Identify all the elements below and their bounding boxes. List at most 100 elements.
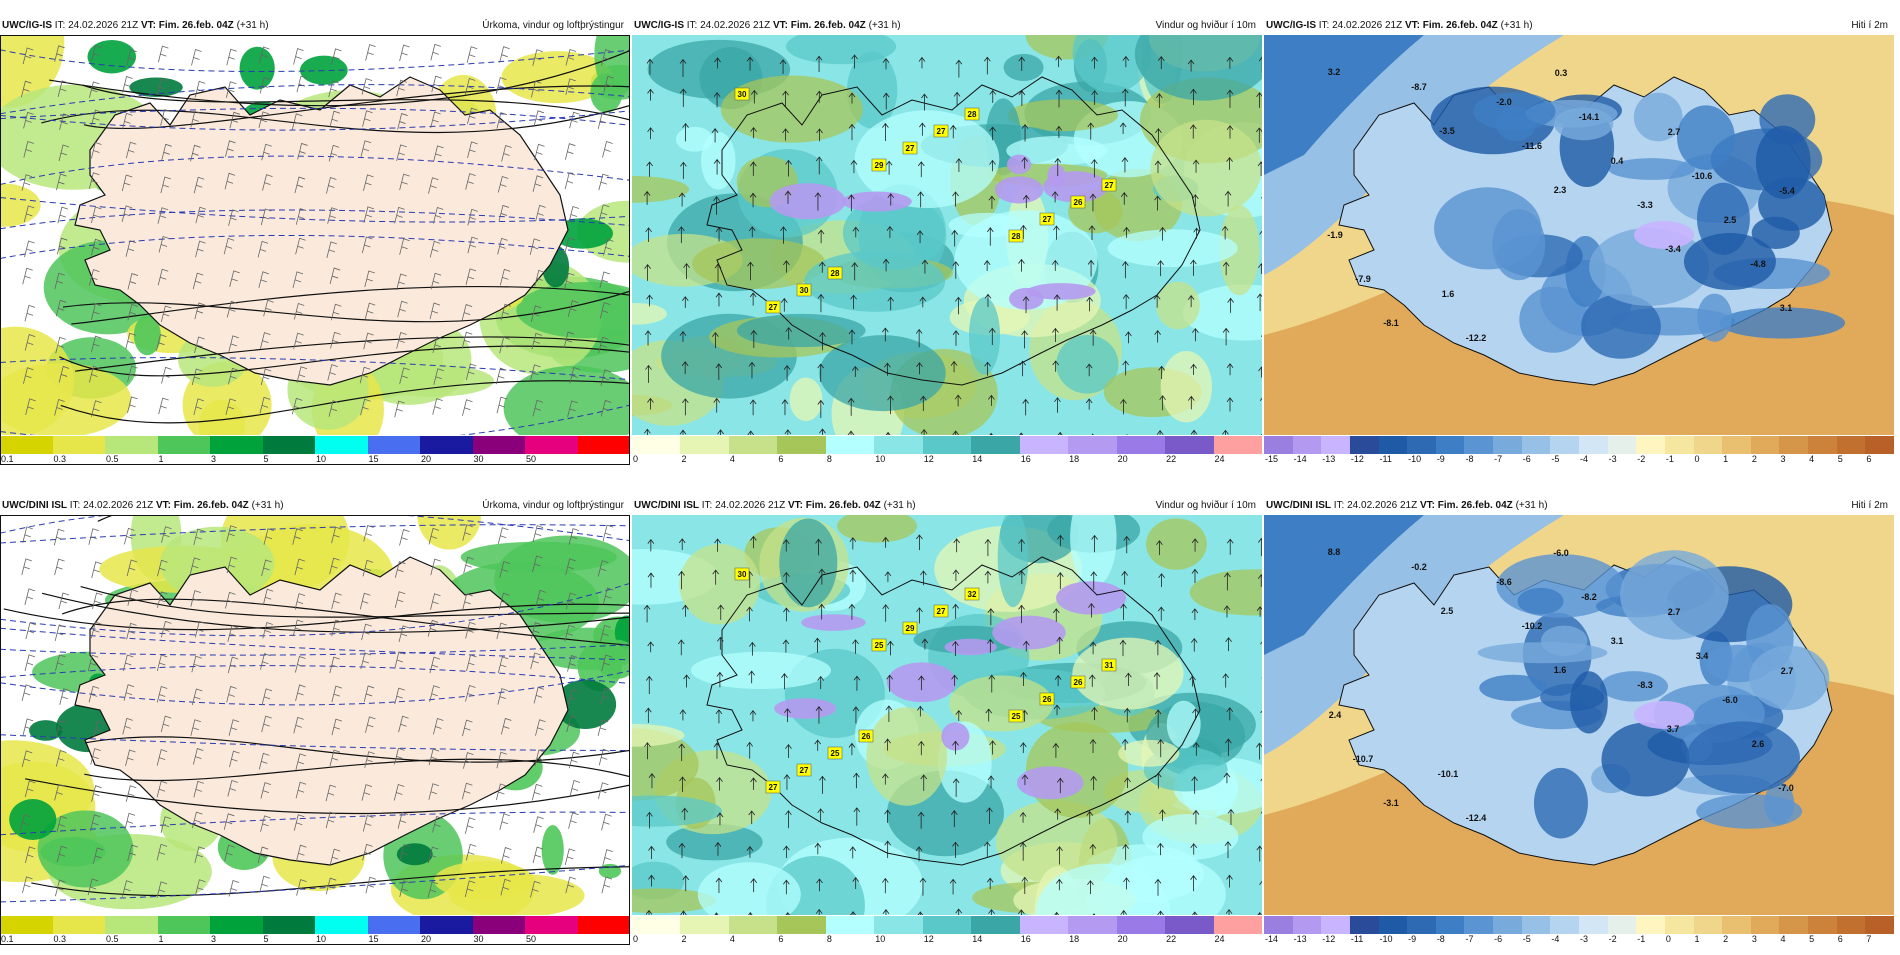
colorbar-swatch (1722, 436, 1751, 454)
wind-speed-area (676, 127, 713, 152)
wind-speed-area (969, 297, 1000, 374)
colorbar-tick-label: 0.3 (54, 934, 67, 944)
colorbar-swatch (1350, 916, 1379, 934)
colorbar-swatch (1165, 436, 1214, 454)
colorbar-tick-label: 10 (316, 934, 326, 944)
temperature-area (1620, 550, 1729, 639)
svg-text:27: 27 (1105, 181, 1114, 190)
colorbar-swatch (0, 916, 53, 934)
colorbar-tick-label: 0.5 (106, 454, 119, 464)
temperature-area (1634, 701, 1694, 729)
temperature-area (1541, 626, 1588, 656)
temperature-label: 2.7 (1668, 127, 1681, 137)
colorbar-swatch (525, 916, 578, 934)
colorbar-tick-label: 5 (1838, 454, 1843, 464)
colorbar-tick-label: 20 (421, 454, 431, 464)
gust-label: 25 (1009, 710, 1023, 722)
temperature-label: -10.7 (1353, 754, 1374, 764)
colorbar-tick-label: 0.1 (1, 934, 14, 944)
model-name: UWC/DINI ISL (634, 500, 699, 511)
colorbar-swatch (777, 916, 826, 934)
gust-label: 26 (1040, 693, 1054, 705)
colorbar-swatch (1379, 436, 1408, 454)
svg-text:27: 27 (1043, 215, 1052, 224)
panel-title: Vindur og hviður í 10m (1156, 498, 1256, 514)
colorbar-tick-label: 20 (1118, 454, 1128, 464)
panel-title: Úrkoma, vindur og loftþrýstingur (482, 498, 624, 514)
temperature-label: 2.6 (1752, 739, 1765, 749)
gust-area (774, 698, 836, 719)
colorbar-swatch (1068, 436, 1117, 454)
gust-area (842, 192, 912, 212)
colorbar-tick-label: 20 (421, 934, 431, 944)
colorbar-tick-label: 50 (526, 454, 536, 464)
temperature-label: -3.5 (1439, 126, 1455, 136)
colorbar-tick-label: 6 (778, 934, 783, 944)
precip-colorbar (0, 916, 630, 934)
colorbar-swatch (1722, 916, 1751, 934)
colorbar-tick-label: -11 (1380, 454, 1392, 464)
colorbar-tick-label: 0.1 (1, 454, 14, 464)
colorbar-swatch (368, 436, 421, 454)
colorbar-swatch (632, 436, 681, 454)
svg-text:25: 25 (875, 641, 884, 650)
colorbar-swatch (473, 916, 526, 934)
colorbar-swatch (1264, 436, 1293, 454)
precip-area (542, 825, 564, 875)
colorbar-swatch (53, 436, 106, 454)
temperature-label: -12.4 (1466, 813, 1487, 823)
svg-text:26: 26 (862, 732, 871, 741)
gust-area (770, 183, 846, 219)
gust-label: 26 (859, 730, 873, 742)
colorbar-swatch (971, 436, 1020, 454)
colorbar-swatch (1020, 436, 1069, 454)
colorbar-tick-label: 14 (972, 454, 982, 464)
colorbar-tick-label: -7 (1494, 454, 1502, 464)
colorbar-swatch (315, 436, 368, 454)
gust-label: 27 (766, 301, 780, 313)
panel-bottom-temp: UWC/DINI ISL IT: 24.02.2026 21Z VT: Fim.… (1264, 480, 1894, 955)
colorbar-tick-label: 4 (1780, 934, 1785, 944)
colorbar-tick-label: -10 (1408, 454, 1421, 464)
temperature-label: -11.6 (1522, 141, 1542, 151)
panel-header: UWC/DINI ISL IT: 24.02.2026 21Z VT: Fim.… (632, 498, 1262, 514)
colorbar-swatch (578, 436, 631, 454)
panel-header: UWC/IG-IS IT: 24.02.2026 21Z VT: Fim. 26… (0, 18, 630, 34)
colorbar-swatch (525, 436, 578, 454)
colorbar-tick-label: 30 (474, 454, 484, 464)
colorbar-swatch (1068, 916, 1117, 934)
svg-text:26: 26 (1074, 198, 1083, 207)
colorbar-tick-label: 6 (1866, 454, 1871, 464)
model-name: UWC/IG-IS (634, 20, 684, 31)
gust-label: 26 (1071, 196, 1085, 208)
gust-label: 27 (766, 781, 780, 793)
gust-area (995, 176, 1043, 203)
panel-top-wind: UWC/IG-IS IT: 24.02.2026 21Z VT: Fim. 26… (632, 0, 1262, 475)
temperature-label: -3.1 (1383, 798, 1399, 808)
wind-speed-area (679, 544, 760, 624)
temperature-label: -10.2 (1522, 621, 1543, 631)
gust-label: 27 (903, 142, 917, 154)
wind-speed-area (1146, 518, 1207, 569)
temperature-label: -14.1 (1579, 112, 1600, 122)
svg-text:28: 28 (831, 269, 840, 278)
colorbar-swatch (1665, 916, 1694, 934)
colorbar-swatch (1636, 436, 1665, 454)
colorbar-tick-label: 5 (264, 934, 269, 944)
colorbar-tick-label: -15 (1265, 454, 1278, 464)
colorbar-swatch (210, 436, 263, 454)
temperature-area (1600, 671, 1668, 701)
colorbar-swatch (420, 436, 473, 454)
temperature-label: 3.1 (1611, 636, 1624, 646)
temperature-area (1518, 588, 1564, 615)
gust-area (1017, 766, 1084, 799)
temperature-label: -5.4 (1779, 186, 1795, 196)
temperature-label: -10.1 (1438, 769, 1459, 779)
temperature-label: -3.4 (1665, 244, 1681, 254)
svg-text:29: 29 (906, 624, 915, 633)
panel-title: Vindur og hviður í 10m (1156, 18, 1256, 34)
